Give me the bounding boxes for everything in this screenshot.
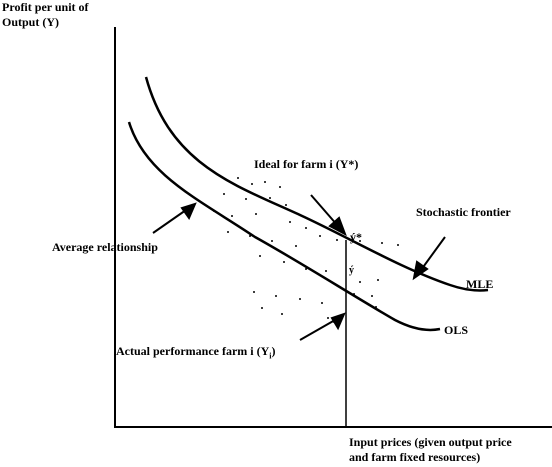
arrow-actual-performance — [299, 312, 346, 341]
y-axis-label-line1: Profit per unit of — [2, 0, 89, 14]
arrow-average-relationship — [152, 202, 197, 234]
farm-point — [253, 291, 255, 293]
arrow-ideal — [310, 194, 347, 237]
arrow-stochastic-frontier — [412, 236, 446, 281]
farm-point — [299, 298, 301, 300]
farm-point — [281, 313, 283, 315]
farm-point — [325, 270, 327, 272]
farm-point — [359, 281, 361, 283]
farm-point — [336, 239, 338, 241]
farm-point — [231, 215, 233, 217]
ols-label: OLS — [444, 323, 469, 337]
farm-point — [321, 302, 323, 304]
farm-point — [333, 321, 335, 323]
farm-point — [245, 198, 247, 200]
farm-point — [237, 177, 239, 179]
farm-observations-scatter — [213, 177, 399, 323]
farm-point — [371, 295, 373, 297]
farm-point — [375, 306, 377, 308]
farm-point — [305, 268, 307, 270]
farm-point — [227, 231, 229, 233]
ols-average-curve — [127, 121, 441, 332]
farm-point — [275, 295, 277, 297]
farm-point — [359, 240, 361, 242]
farm-point — [251, 183, 253, 185]
farm-point — [289, 221, 291, 223]
y-axis-label-line2: Output (Y) — [2, 15, 60, 29]
farm-point — [223, 193, 225, 195]
farm-point — [264, 181, 266, 183]
y-star-point-label: ý* — [350, 230, 362, 244]
farm-point — [381, 242, 383, 244]
actual-performance-close: ) — [271, 344, 276, 358]
farm-point — [279, 186, 281, 188]
farm-point — [285, 204, 287, 206]
farm-point — [261, 307, 263, 309]
x-axis-label-line1: Input prices (given output price — [349, 435, 512, 449]
farm-point — [255, 213, 257, 215]
farm-point — [249, 235, 251, 237]
farm-point — [271, 240, 273, 242]
stochastic-frontier-label: Stochastic frontier — [416, 205, 511, 219]
actual-performance-subscript: i — [269, 351, 272, 361]
farm-point — [295, 245, 297, 247]
actual-performance-text: Actual performance farm i (Y — [116, 344, 270, 358]
farm-point — [327, 317, 329, 319]
farm-point — [269, 197, 271, 199]
farm-point — [283, 261, 285, 263]
ideal-label: Ideal for farm i (Y*) — [254, 157, 359, 171]
average-relationship-label: Average relationship — [52, 240, 158, 254]
mle-frontier-curve — [144, 76, 489, 292]
x-axis-label-line2: and farm fixed resources) — [349, 450, 481, 464]
farm-point — [377, 279, 379, 281]
farm-point — [319, 235, 321, 237]
farm-point — [397, 244, 399, 246]
y-point-label: ý — [349, 265, 354, 276]
farm-point — [305, 227, 307, 229]
farm-point — [259, 255, 261, 257]
actual-performance-label: Actual performance farm i (Yi) — [116, 344, 276, 363]
farm-point — [353, 293, 355, 295]
mle-label: MLE — [466, 277, 494, 291]
farm-point — [213, 210, 215, 212]
